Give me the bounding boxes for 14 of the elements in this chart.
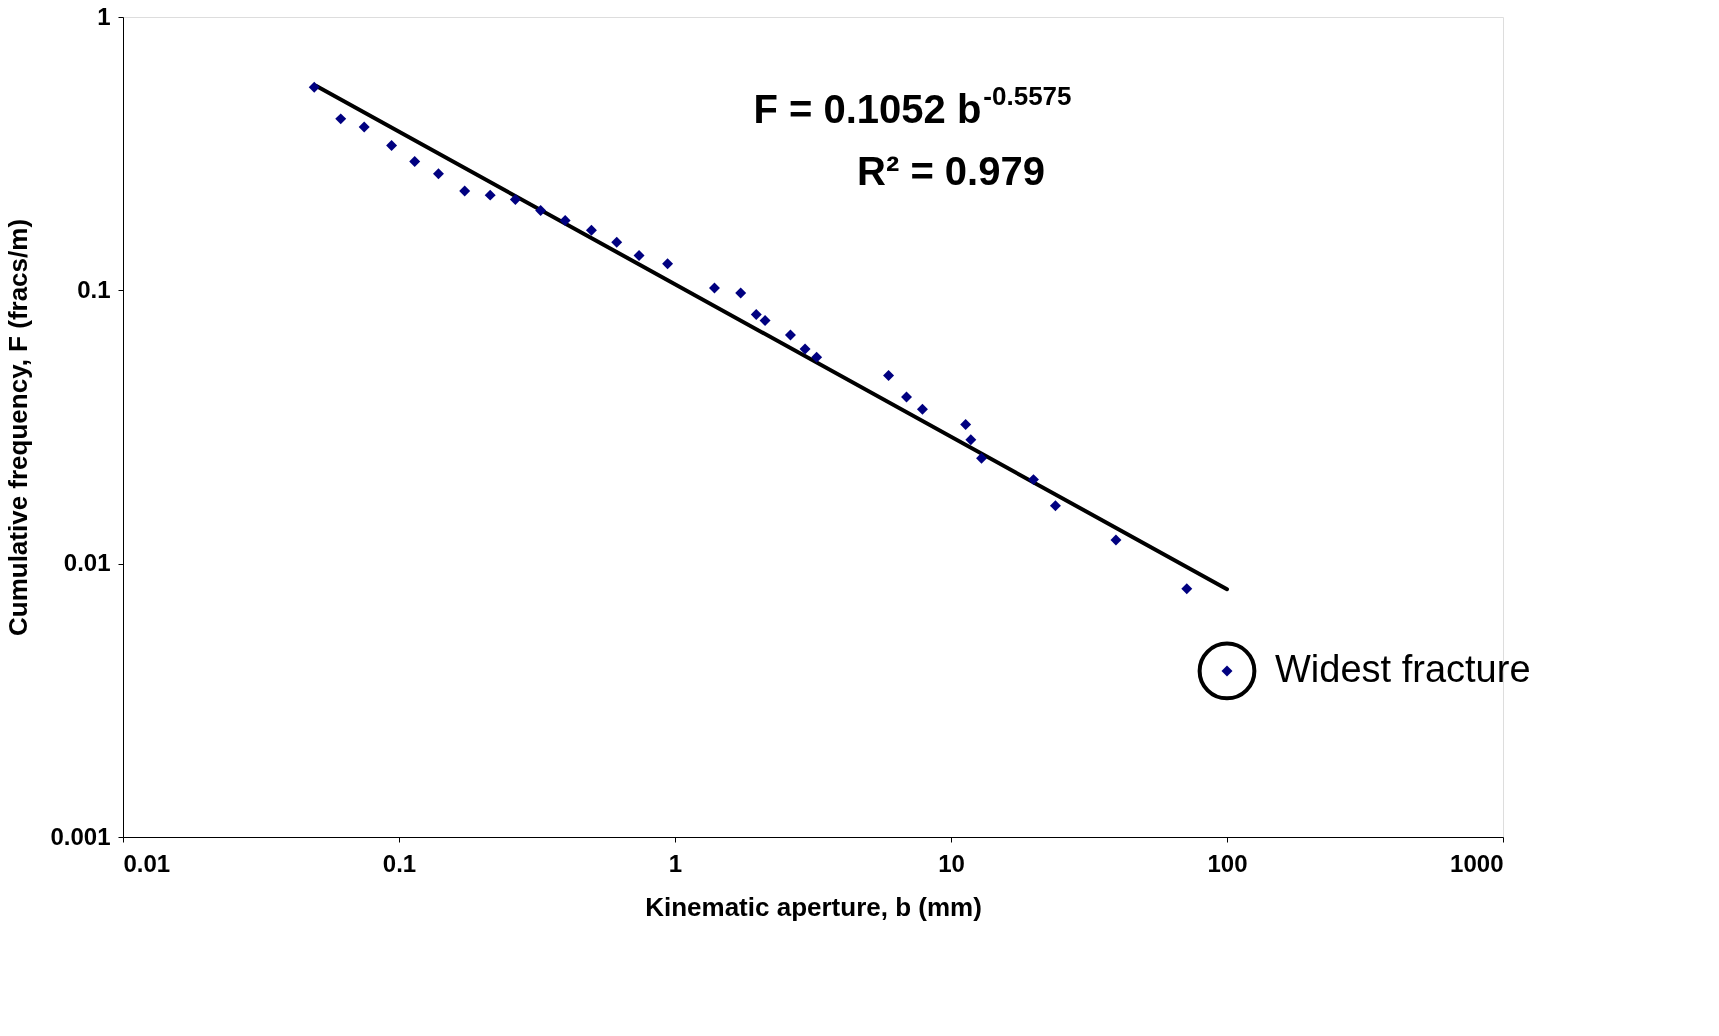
y-tick-label: 0.1 bbox=[77, 275, 111, 303]
annotation: R² = 0.979 bbox=[857, 148, 1045, 193]
x-tick-label: 1000 bbox=[1450, 849, 1504, 877]
x-tick-label: 0.01 bbox=[123, 849, 171, 877]
y-axis-title: Cumulative frequency, F (fracs/m) bbox=[3, 218, 34, 637]
y-tick-label: 0.001 bbox=[50, 822, 111, 850]
x-tick-label: 100 bbox=[1207, 849, 1248, 877]
x-axis-title: Kinematic aperture, b (mm) bbox=[645, 891, 982, 922]
x-tick-label: 0.1 bbox=[382, 849, 417, 877]
x-tick-label: 10 bbox=[938, 849, 965, 877]
y-tick-label: 1 bbox=[97, 2, 111, 30]
x-tick-label: 1 bbox=[668, 849, 683, 877]
y-tick-label: 0.01 bbox=[63, 549, 111, 577]
annotation: Widest fracture bbox=[1275, 647, 1531, 690]
